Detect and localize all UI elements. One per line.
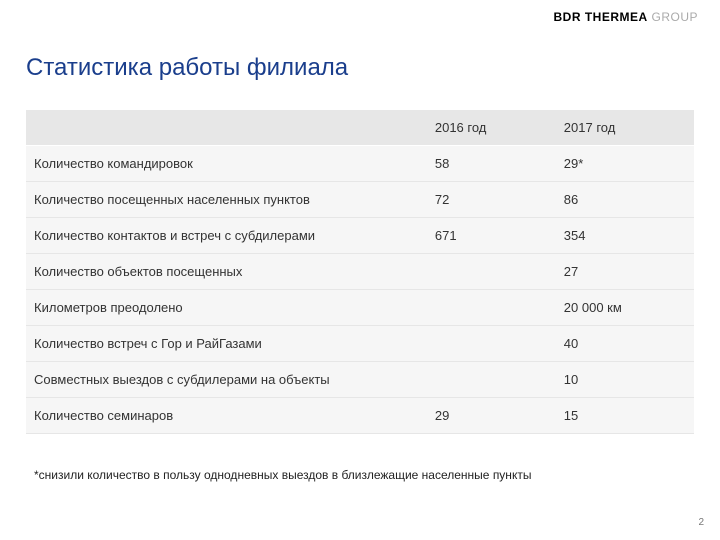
table-row: Совместных выездов с субдилерами на объе…: [26, 362, 694, 398]
table-row: Количество контактов и встреч с субдилер…: [26, 218, 694, 254]
table-row: Количество встреч с Гор и РайГазами 40: [26, 326, 694, 362]
row-2016: 72: [427, 182, 556, 218]
logo-light-text: GROUP: [648, 10, 698, 24]
row-2016: [427, 290, 556, 326]
table-row: Количество объектов посещенных 27: [26, 254, 694, 290]
row-2016: 671: [427, 218, 556, 254]
row-2017: 20 000 км: [556, 290, 694, 326]
row-2017: 86: [556, 182, 694, 218]
row-label: Километров преодолено: [26, 290, 427, 326]
row-2016: 58: [427, 146, 556, 182]
row-label: Количество объектов посещенных: [26, 254, 427, 290]
col-header-label: [26, 110, 427, 146]
row-2016: 29: [427, 398, 556, 434]
table-row: Километров преодолено 20 000 км: [26, 290, 694, 326]
row-2017: 15: [556, 398, 694, 434]
row-label: Количество командировок: [26, 146, 427, 182]
stats-table: 2016 год 2017 год Количество командирово…: [26, 110, 694, 434]
row-2016: [427, 254, 556, 290]
row-label: Количество посещенных населенных пунктов: [26, 182, 427, 218]
table-row: Количество командировок 58 29*: [26, 146, 694, 182]
page-title: Статистика работы филиала: [26, 54, 348, 82]
brand-logo: BDR THERMEA GROUP: [553, 10, 698, 24]
table-row: Количество посещенных населенных пунктов…: [26, 182, 694, 218]
col-header-2016: 2016 год: [427, 110, 556, 146]
row-label: Количество семинаров: [26, 398, 427, 434]
row-2017: 40: [556, 326, 694, 362]
row-2016: [427, 326, 556, 362]
row-2017: 29*: [556, 146, 694, 182]
col-header-2017: 2017 год: [556, 110, 694, 146]
table-row: Количество семинаров 29 15: [26, 398, 694, 434]
logo-strong-text: BDR THERMEA: [553, 10, 647, 24]
row-label: Совместных выездов с субдилерами на объе…: [26, 362, 427, 398]
row-2017: 27: [556, 254, 694, 290]
row-label: Количество встреч с Гор и РайГазами: [26, 326, 427, 362]
row-2017: 10: [556, 362, 694, 398]
page-number: 2: [698, 517, 704, 528]
table-header-row: 2016 год 2017 год: [26, 110, 694, 146]
row-2016: [427, 362, 556, 398]
row-2017: 354: [556, 218, 694, 254]
footnote: *снизили количество в пользу однодневных…: [34, 468, 531, 482]
row-label: Количество контактов и встреч с субдилер…: [26, 218, 427, 254]
